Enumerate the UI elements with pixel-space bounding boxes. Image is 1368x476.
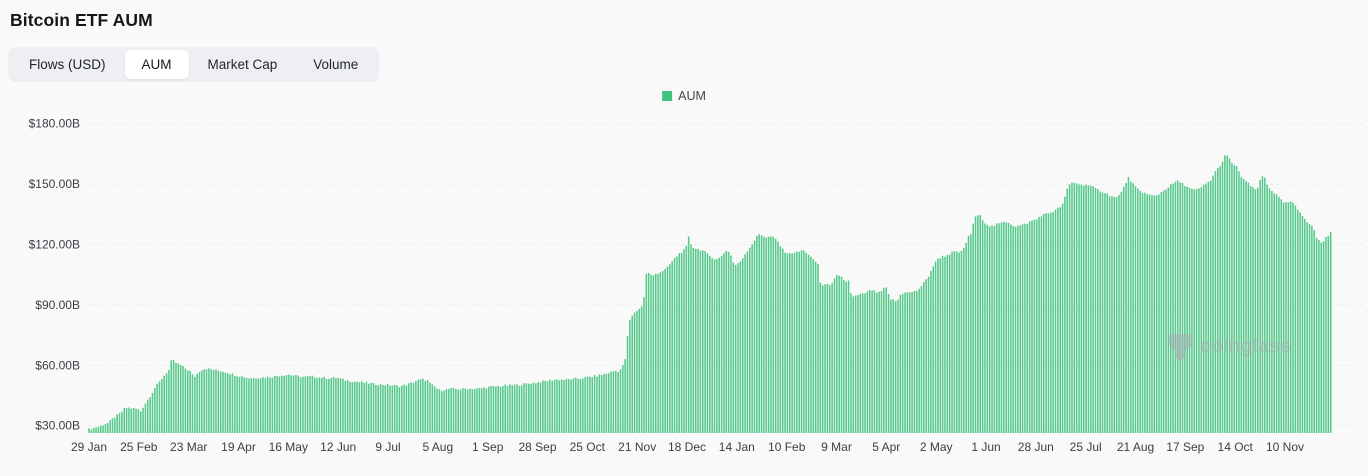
svg-text:25 Oct: 25 Oct	[570, 440, 606, 454]
tab-flows-usd[interactable]: Flows (USD)	[12, 50, 123, 79]
svg-text:1 Sep: 1 Sep	[472, 440, 504, 454]
chart-legend[interactable]: AUM	[662, 89, 706, 103]
svg-text:14 Oct: 14 Oct	[1218, 440, 1254, 454]
legend-label: AUM	[678, 89, 706, 103]
x-axis-labels: 29 Jan 25 Feb 23 Mar 19 Apr 16 May 12 Jun 9 Ju…	[71, 440, 1304, 454]
chart-tab-bar: Flows (USD) AUM Market Cap Volume	[8, 47, 380, 82]
svg-text:10 Nov: 10 Nov	[1266, 440, 1304, 454]
svg-text:23 Mar: 23 Mar	[170, 440, 207, 454]
svg-text:$120.00B: $120.00B	[29, 238, 80, 252]
svg-text:14 Jan: 14 Jan	[719, 440, 755, 454]
svg-text:28 Sep: 28 Sep	[518, 440, 556, 454]
svg-text:1 Jun: 1 Jun	[971, 440, 1000, 454]
svg-text:$60.00B: $60.00B	[35, 358, 80, 372]
svg-text:$150.00B: $150.00B	[29, 177, 80, 191]
svg-text:25 Jul: 25 Jul	[1070, 440, 1102, 454]
svg-text:25 Feb: 25 Feb	[120, 440, 158, 454]
legend-swatch-icon	[662, 91, 673, 101]
svg-text:$90.00B: $90.00B	[35, 298, 80, 312]
svg-text:29 Jan: 29 Jan	[71, 440, 107, 454]
svg-text:$180.00B: $180.00B	[29, 117, 80, 131]
svg-text:5 Aug: 5 Aug	[422, 440, 453, 454]
tab-volume[interactable]: Volume	[296, 50, 375, 79]
svg-text:9 Mar: 9 Mar	[821, 440, 852, 454]
svg-text:9 Jul: 9 Jul	[375, 440, 400, 454]
svg-text:16 May: 16 May	[269, 440, 308, 454]
svg-text:21 Aug: 21 Aug	[1117, 440, 1154, 454]
page-title: Bitcoin ETF AUM	[10, 10, 153, 30]
svg-text:21 Nov: 21 Nov	[618, 440, 656, 454]
y-axis-labels: $180.00B $150.00B $120.00B $90.00B $60.00B $3…	[29, 117, 80, 433]
svg-text:17 Sep: 17 Sep	[1166, 440, 1204, 454]
svg-text:18 Dec: 18 Dec	[668, 440, 706, 454]
svg-text:10 Feb: 10 Feb	[768, 440, 806, 454]
svg-text:12 Jun: 12 Jun	[320, 440, 356, 454]
svg-text:28 Jun: 28 Jun	[1018, 440, 1054, 454]
tab-aum[interactable]: AUM	[124, 50, 189, 79]
svg-text:19 Apr: 19 Apr	[221, 440, 256, 454]
svg-text:5 Apr: 5 Apr	[872, 440, 900, 454]
aum-bars[interactable]	[88, 155, 1332, 433]
svg-text:2 May: 2 May	[920, 440, 953, 454]
tab-market-cap[interactable]: Market Cap	[191, 50, 295, 79]
svg-text:$30.00B: $30.00B	[35, 419, 80, 433]
